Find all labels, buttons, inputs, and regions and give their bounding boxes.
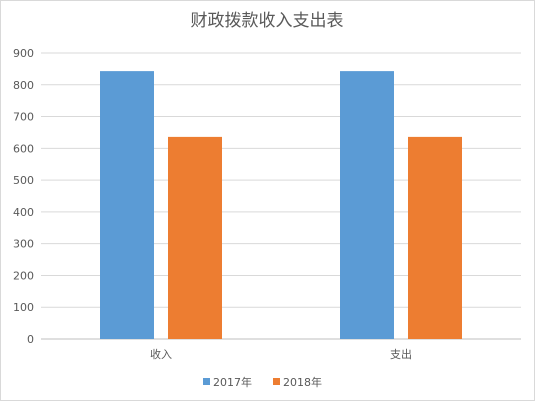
y-tick-label: 500 xyxy=(13,174,34,187)
bar-income-0 xyxy=(100,71,154,339)
y-tick-label: 0 xyxy=(27,333,34,346)
x-category-label: 支出 xyxy=(390,347,412,361)
bar-income-1 xyxy=(168,136,222,339)
y-tick-label: 200 xyxy=(13,269,34,282)
legend-label: 2017年 xyxy=(213,375,252,389)
y-tick-label: 600 xyxy=(13,142,34,155)
chart-title: 财政拨款收入支出表 xyxy=(191,11,344,31)
bar-expense-0 xyxy=(340,71,394,339)
x-category-label: 收入 xyxy=(150,347,172,361)
y-tick-label: 700 xyxy=(13,111,34,124)
y-tick-label: 900 xyxy=(13,47,34,60)
legend-swatch xyxy=(273,378,280,385)
y-tick-label: 300 xyxy=(13,238,34,251)
bars xyxy=(100,71,462,339)
legend-label: 2018年 xyxy=(283,375,322,389)
bar-expense-1 xyxy=(408,136,462,339)
x-axis-categories: 收入 支出 xyxy=(150,347,412,361)
legend: 2017年 2018年 xyxy=(203,375,322,389)
y-tick-label: 400 xyxy=(13,206,34,219)
legend-swatch xyxy=(203,378,210,385)
y-tick-label: 800 xyxy=(13,79,34,92)
y-tick-label: 100 xyxy=(13,301,34,314)
y-axis-ticks: 0 100 200 300 400 500 600 700 800 900 xyxy=(13,47,34,346)
